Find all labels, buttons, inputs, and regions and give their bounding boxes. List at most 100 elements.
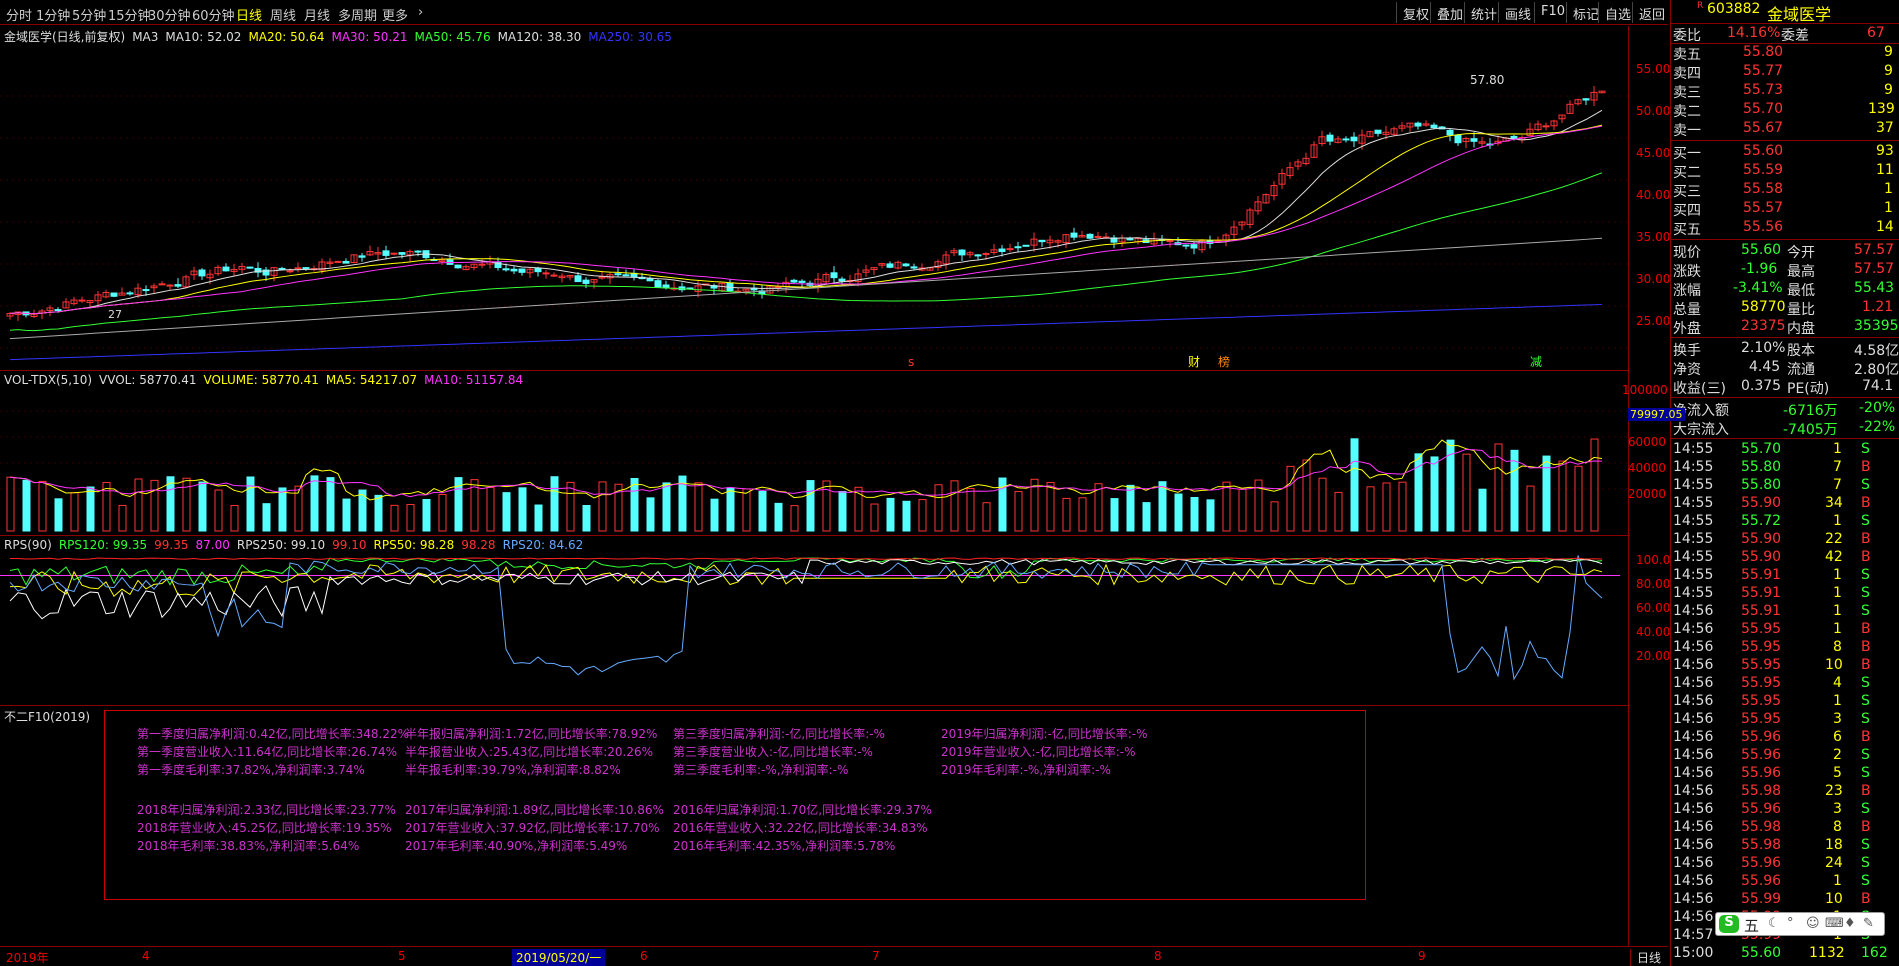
smile-icon[interactable]: ☺ [1806, 916, 1820, 931]
ime-mode-label[interactable]: 五 [1744, 917, 1760, 935]
quote-cell: 买一 [1673, 146, 1701, 162]
quote-cell: 9 [1884, 63, 1893, 79]
quote-cell: B [1861, 819, 1871, 835]
toolbar-button-0[interactable]: 复权 [1396, 2, 1435, 23]
quote-cell: 14:55 [1673, 549, 1714, 565]
toolbar-button-1[interactable]: 叠加 [1430, 2, 1469, 23]
quote-cell: S [1861, 675, 1870, 691]
quote-cell: 3 [1833, 801, 1842, 817]
stats2-row: 换手 2.10% 股本 4.58亿 [1671, 339, 1899, 359]
period-indicator[interactable]: 日线 [1630, 949, 1661, 966]
candle-body [510, 268, 518, 272]
candle-body [598, 276, 606, 279]
period-tab-2[interactable]: 5分钟 [72, 9, 107, 24]
quote-cell: 55.95 [1741, 639, 1782, 655]
quote-cell: 11 [1876, 162, 1894, 178]
rps-chart[interactable] [0, 536, 1630, 706]
period-tab-3[interactable]: 15分钟 [108, 9, 151, 24]
axis-tick-label: 40.00 [1636, 188, 1671, 202]
stats2-row: 收益(三) 0.375 PE(动) 74.1 [1671, 377, 1899, 397]
candle-body [1510, 135, 1518, 139]
candle-body [1022, 244, 1030, 247]
volume-chart[interactable] [0, 371, 1630, 536]
quote-cell: 55.96 [1741, 729, 1782, 745]
axis-tick-label: 20000 [1627, 487, 1666, 501]
volume-bar [1526, 485, 1535, 532]
period-tab-6[interactable]: 日线 [236, 9, 263, 24]
candle-body [1526, 128, 1534, 136]
quote-cell: 24 [1825, 855, 1843, 871]
candle-body [886, 263, 894, 268]
period-tab-5[interactable]: 60分钟 [192, 9, 235, 24]
candle-body [854, 273, 862, 283]
legend-item: VVOL: 58770.41 [99, 373, 197, 387]
tick-row: 14:56 55.95 3 S [1671, 710, 1899, 728]
volume-bar [1318, 477, 1327, 532]
moon-icon[interactable]: ☾ [1768, 916, 1780, 931]
legend-item: MA3 [132, 30, 159, 44]
candle-body [1046, 239, 1054, 244]
quote-cell: 23 [1825, 783, 1843, 799]
quote-cell: 55.77 [1743, 63, 1784, 79]
chevron-right-icon[interactable]: › [418, 5, 424, 20]
axis-tick-label: 80.00 [1636, 577, 1671, 591]
period-tab-0[interactable]: 分时 [6, 9, 33, 24]
f10-metric: 第三季度毛利率:-%,净利润率:-% [673, 763, 849, 777]
separator [1671, 397, 1899, 398]
candle-body [1406, 122, 1414, 128]
shirt-icon[interactable]: ♦ [1844, 916, 1856, 931]
candle-body [230, 268, 238, 272]
toolbar-button-4[interactable]: F10 [1534, 2, 1571, 23]
quote-cell: 1 [1833, 873, 1842, 889]
axis-tick-label: 30.00 [1636, 272, 1671, 286]
period-tab-10[interactable]: 更多 [382, 9, 409, 24]
candle-body [334, 260, 342, 263]
period-tab-7[interactable]: 周线 [270, 9, 297, 24]
wrench-icon[interactable]: ✎ [1863, 916, 1874, 931]
toolbar-button-3[interactable]: 画线 [1498, 2, 1537, 23]
kline-chart[interactable]: 57.80 27 s 财 榜 减 [0, 26, 1630, 371]
f10-metric: 2017年毛利率:40.90%,净利润率:5.49% [405, 839, 628, 853]
volume-bar [1494, 443, 1503, 532]
keyboard-icon[interactable]: ⌨ [1825, 916, 1844, 931]
toolbar-button-5[interactable]: 标记 [1566, 2, 1605, 23]
kline-pane[interactable]: 金域医学(日线,前复权) MA3 MA10: 52.02 MA20: 50.64 MA3… [0, 26, 1630, 371]
quote-cell: 1 [1884, 181, 1893, 197]
volume-pane[interactable]: VOL-TDX(5,10) VVOL: 58770.41 VOLUME: 58770… [0, 371, 1630, 536]
candle-body [1262, 194, 1270, 204]
legend-item: RPS(90) [4, 538, 52, 552]
rps-pane[interactable]: RPS(90) RPS120: 99.35 99.35 87.00 RPS250: 99… [0, 536, 1630, 706]
buy-level-row: 买五 55.56 14 [1671, 218, 1899, 238]
quote-cell: -3.41% [1733, 280, 1783, 296]
toolbar-button-2[interactable]: 统计 [1464, 2, 1503, 23]
volume-bar [166, 476, 175, 532]
candle-body [694, 285, 702, 292]
event-marker: 减 [1530, 355, 1542, 369]
period-tab-1[interactable]: 1分钟 [36, 9, 71, 24]
ma10-line [9, 109, 1603, 315]
tick-row: 14:55 55.80 7 B [1671, 458, 1899, 476]
candle-body [894, 261, 902, 269]
volume-bar [1302, 459, 1311, 532]
ime-toolbar[interactable]: S 五 ☾ ° ☺ ⌨ ♦ ✎ [1715, 912, 1885, 936]
volume-bar [678, 475, 687, 532]
chart-area[interactable]: 金域医学(日线,前复权) MA3 MA10: 52.02 MA20: 50.64 MA3… [0, 26, 1630, 946]
quote-cell: 委比 [1673, 28, 1701, 44]
period-tab-4[interactable]: 30分钟 [148, 9, 191, 24]
quote-cell: 9 [1884, 82, 1893, 98]
candle-body [574, 275, 582, 283]
weibi-row: 委比 14.16% 委差 67 [1671, 24, 1899, 44]
volume-bar [870, 503, 879, 532]
sell-level-row: 卖三 55.73 9 [1671, 81, 1899, 101]
dot-icon[interactable]: ° [1787, 916, 1794, 931]
period-tab-9[interactable]: 多周期 [338, 9, 378, 24]
toolbar-button-6[interactable]: 自选 [1598, 2, 1637, 23]
tick-row: 14:56 55.96 24 S [1671, 854, 1899, 872]
separator [1671, 140, 1899, 141]
legend-item: RPS120: 99.35 [58, 538, 148, 552]
f10-metric: 第一季度营业收入:11.64亿,同比增长率:26.74% [137, 745, 398, 759]
toolbar-button-7[interactable]: 返回 [1632, 2, 1671, 23]
period-tab-8[interactable]: 月线 [304, 9, 331, 24]
candle-body [1550, 120, 1558, 127]
candle-body [382, 250, 390, 256]
